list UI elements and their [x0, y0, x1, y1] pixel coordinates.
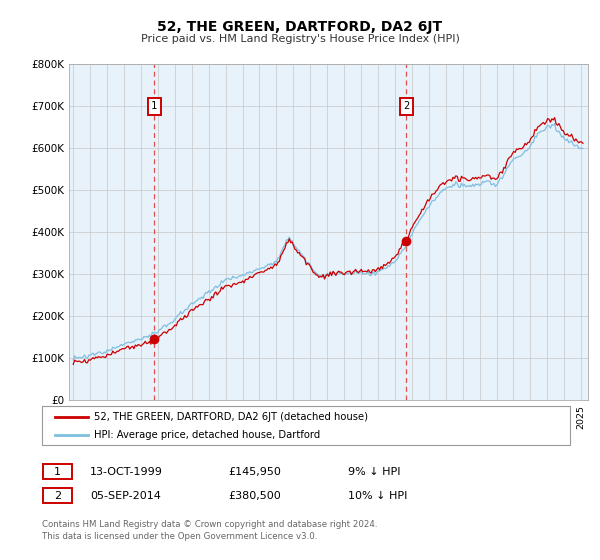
Text: 1: 1 [54, 466, 61, 477]
Text: 10% ↓ HPI: 10% ↓ HPI [348, 491, 407, 501]
Text: 2: 2 [54, 491, 61, 501]
Text: 52, THE GREEN, DARTFORD, DA2 6JT: 52, THE GREEN, DARTFORD, DA2 6JT [157, 20, 443, 34]
Text: HPI: Average price, detached house, Dartford: HPI: Average price, detached house, Dart… [94, 430, 320, 440]
Text: 1: 1 [151, 101, 157, 111]
Text: 05-SEP-2014: 05-SEP-2014 [90, 491, 161, 501]
Text: Contains HM Land Registry data © Crown copyright and database right 2024.
This d: Contains HM Land Registry data © Crown c… [42, 520, 377, 541]
Text: 13-OCT-1999: 13-OCT-1999 [90, 466, 163, 477]
Text: £145,950: £145,950 [228, 466, 281, 477]
Text: Price paid vs. HM Land Registry's House Price Index (HPI): Price paid vs. HM Land Registry's House … [140, 34, 460, 44]
Text: 52, THE GREEN, DARTFORD, DA2 6JT (detached house): 52, THE GREEN, DARTFORD, DA2 6JT (detach… [94, 412, 368, 422]
Text: 9% ↓ HPI: 9% ↓ HPI [348, 466, 401, 477]
Text: 2: 2 [403, 101, 409, 111]
Text: £380,500: £380,500 [228, 491, 281, 501]
